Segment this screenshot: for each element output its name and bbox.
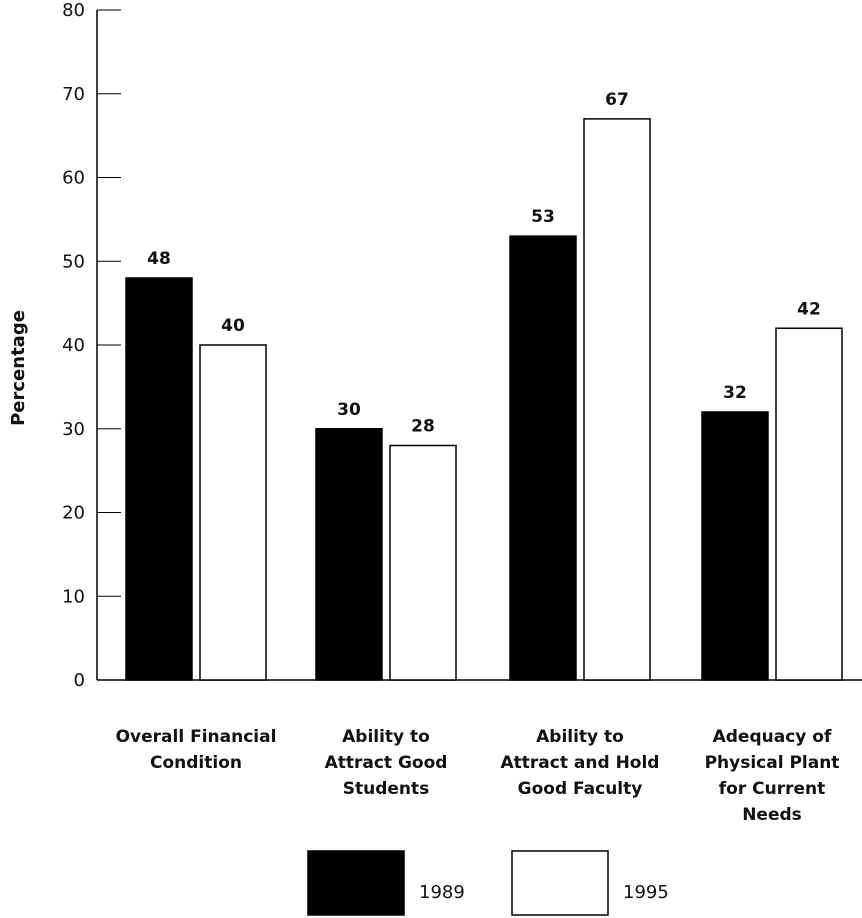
category-label: Ability to Attract Good Students — [325, 727, 448, 799]
value-labels: 48 40 30 28 53 67 32 42 — [147, 90, 821, 437]
y-tick-label: 80 — [62, 0, 85, 21]
category-label: Overall Financial Condition — [116, 727, 277, 773]
category-label-line: Condition — [150, 753, 242, 773]
category-label-line: for Current — [719, 779, 825, 799]
value-label-1995-1: 28 — [411, 417, 435, 437]
y-tick-label: 40 — [62, 335, 85, 356]
bar-1989-3 — [701, 411, 769, 681]
y-axis-title: Percentage — [8, 310, 29, 426]
category-label-line: Adequacy of — [713, 727, 832, 747]
category-label: Ability to Attract and Hold Good Faculty — [501, 727, 660, 799]
bar-1995-1 — [389, 444, 457, 681]
value-label-1989-0: 48 — [147, 249, 171, 269]
bar-1989-1 — [315, 428, 383, 681]
bar-1989-2 — [509, 235, 577, 681]
bars — [125, 118, 843, 681]
bar-1989-0 — [125, 277, 193, 681]
value-label-1989-3: 32 — [723, 383, 747, 403]
legend-swatch-1995 — [511, 850, 609, 916]
value-label-1995-3: 42 — [797, 299, 821, 319]
bar-1995-2 — [583, 118, 651, 681]
legend-label-1995: 1995 — [623, 882, 669, 903]
category-label-line: Physical Plant — [705, 753, 840, 773]
value-label-1995-0: 40 — [221, 316, 245, 336]
value-label-1989-2: 53 — [531, 207, 555, 227]
y-tick-label: 60 — [62, 168, 85, 189]
y-tick-label: 20 — [62, 503, 85, 524]
y-tick-label: 10 — [62, 586, 85, 607]
y-ticks: 0 10 20 30 40 50 60 70 80 — [62, 0, 121, 691]
category-label-line: Overall Financial — [116, 727, 277, 747]
y-tick-label: 50 — [62, 251, 85, 272]
y-tick-label: 70 — [62, 84, 85, 105]
legend-swatch-1989 — [307, 850, 405, 916]
category-label-line: Attract Good — [325, 753, 448, 773]
value-label-1995-2: 67 — [605, 90, 629, 110]
category-label: Adequacy of Physical Plant for Current Need… — [705, 727, 840, 825]
y-tick-label: 30 — [62, 419, 85, 440]
category-label-line: Ability to — [342, 727, 430, 747]
value-label-1989-1: 30 — [337, 400, 361, 420]
category-labels: Overall Financial Condition Ability to Attr… — [116, 727, 840, 825]
category-label-line: Students — [343, 779, 430, 799]
bar-1995-3 — [775, 327, 843, 681]
category-label-line: Attract and Hold — [501, 753, 660, 773]
category-label-line: Ability to — [536, 727, 624, 747]
legend: 1989 1995 — [307, 850, 669, 916]
legend-label-1989: 1989 — [419, 882, 465, 903]
category-label-line: Good Faculty — [518, 779, 643, 799]
y-tick-label: 0 — [74, 670, 85, 691]
bar-1995-0 — [199, 344, 267, 681]
category-label-line: Needs — [742, 805, 802, 825]
